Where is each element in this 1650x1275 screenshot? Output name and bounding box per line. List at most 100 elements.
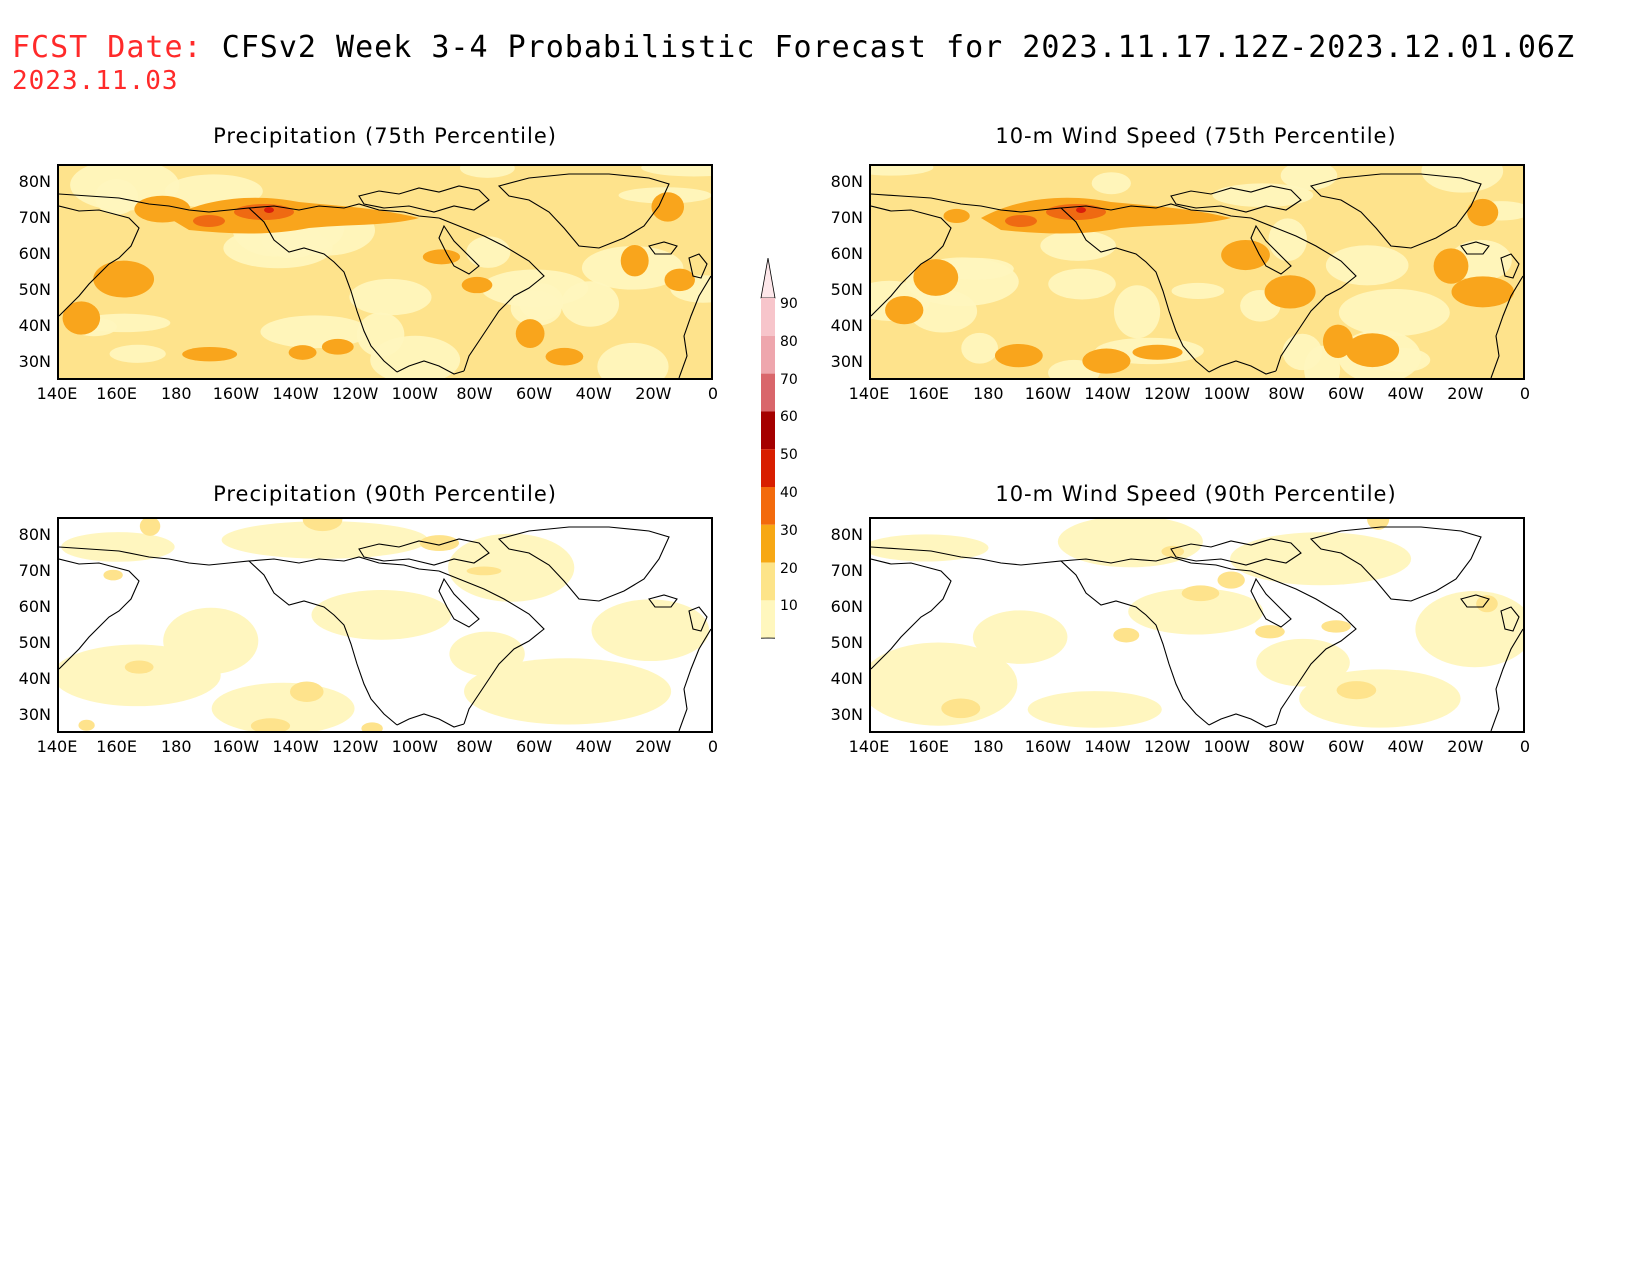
lat-label: 50N	[830, 280, 863, 299]
low-probability-patch	[1415, 591, 1523, 668]
low-probability-patch	[447, 533, 575, 602]
coastline	[871, 205, 952, 317]
low-probability-patch	[597, 342, 669, 378]
low-probability-patch	[871, 166, 934, 176]
lon-label: 120W	[1143, 737, 1191, 756]
moderate-probability-patch	[124, 660, 154, 674]
moderate-probability-patch	[466, 566, 502, 576]
lon-label: 140E	[848, 384, 890, 403]
moderate-probability-patch	[1255, 625, 1285, 639]
low-probability-patch	[1256, 638, 1350, 687]
panel-title-wind-90: 10-m Wind Speed (90th Percentile)	[995, 482, 1397, 506]
coastline	[1490, 628, 1523, 731]
low-probability-patch	[1128, 588, 1264, 635]
lon-label: 140E	[36, 737, 78, 756]
moderate-probability-patch	[139, 519, 161, 536]
lon-label: 140W	[1084, 737, 1131, 756]
high-probability-patch	[182, 346, 238, 362]
lon-label: 160E	[908, 737, 949, 756]
colorbar-level-label: 10	[780, 598, 798, 615]
colorbar-level-label: 50	[780, 447, 798, 464]
colorbar-segment	[761, 411, 775, 450]
lat-label: 60N	[18, 244, 51, 263]
low-probability-patch	[349, 278, 432, 316]
colorbar	[760, 258, 776, 639]
high-probability-patch	[422, 249, 461, 265]
moderate-probability-patch	[1217, 571, 1245, 589]
lat-label: 60N	[830, 244, 863, 263]
high-probability-patch	[134, 195, 191, 223]
low-probability-patch	[591, 599, 710, 662]
lon-label: 40W	[1387, 384, 1424, 403]
low-probability-patch	[1338, 288, 1450, 337]
lon-label: 160W	[1024, 384, 1072, 403]
coastline	[1250, 577, 1292, 628]
lon-label: 120W	[1143, 384, 1191, 403]
high-probability-patch	[1221, 239, 1270, 271]
coastline	[248, 203, 440, 219]
coastline	[1020, 207, 1210, 373]
lon-label: 100W	[391, 737, 438, 756]
moderate-probability-patch	[419, 535, 460, 552]
high-probability-patch	[1264, 275, 1316, 309]
moderate-probability-patch	[1336, 681, 1377, 700]
lon-label: 20W	[1447, 384, 1484, 403]
panel-title-precip-90: Precipitation (90th Percentile)	[213, 482, 557, 506]
panel-title-wind-75: 10-m Wind Speed (75th Percentile)	[995, 124, 1397, 148]
high-probability-patch	[1467, 198, 1499, 227]
low-probability-patch	[961, 332, 999, 364]
lon-label: 120W	[331, 384, 379, 403]
lon-label: 160W	[212, 737, 260, 756]
coastline	[396, 360, 465, 375]
colorbar-level-label: 30	[780, 522, 798, 539]
lon-label: 160E	[908, 384, 949, 403]
lat-label: 50N	[18, 280, 51, 299]
moderate-probability-patch	[1476, 595, 1498, 613]
low-probability-patch	[972, 610, 1068, 664]
coastline	[871, 558, 952, 670]
low-probability-patch	[1171, 282, 1225, 300]
colorbar-level-label: 90	[780, 296, 798, 312]
lat-label: 40N	[18, 316, 51, 335]
lat-label: 60N	[830, 597, 863, 616]
low-probability-patch	[1280, 166, 1338, 190]
lon-label: 40W	[575, 737, 612, 756]
lon-label: 80W	[456, 737, 493, 756]
high-probability-patch	[885, 295, 924, 325]
moderate-probability-patch	[1321, 620, 1351, 633]
moderate-probability-patch	[250, 718, 291, 731]
lon-label: 140W	[1084, 384, 1131, 403]
lon-label: 20W	[1447, 737, 1484, 756]
lon-label: 60W	[1327, 384, 1365, 403]
fcst-date-label: FCST Date:	[12, 30, 203, 65]
low-probability-patch	[464, 658, 672, 725]
high-probability-patch	[321, 338, 354, 355]
lat-label: 80N	[18, 172, 51, 191]
coastline	[208, 560, 398, 726]
high-probability-patch	[651, 192, 685, 222]
lon-label: 20W	[635, 737, 672, 756]
coastlines	[59, 526, 711, 731]
map-precip-75	[57, 164, 713, 380]
lon-label: 160E	[96, 737, 137, 756]
lat-label: 30N	[18, 705, 51, 724]
coastline	[1500, 253, 1520, 279]
coastline	[1309, 173, 1482, 249]
high-probability-patch	[62, 301, 101, 335]
lon-label: 160E	[96, 384, 137, 403]
colorbar-segment	[761, 562, 775, 601]
low-probability-patch	[61, 532, 175, 562]
low-probability-patch	[1268, 218, 1308, 262]
coastline	[871, 193, 1022, 213]
high-probability-patch	[1082, 348, 1131, 374]
coastline	[871, 546, 1022, 566]
lon-label: 80W	[1268, 737, 1305, 756]
coastline	[648, 241, 678, 255]
lat-label: 70N	[18, 561, 51, 580]
lon-label: 40W	[1387, 737, 1424, 756]
map-wind-90-svg	[871, 519, 1523, 731]
lon-label: 60W	[515, 384, 553, 403]
lat-label: 80N	[830, 525, 863, 544]
low-probability-patch	[871, 642, 1018, 726]
low-probability-patch	[1212, 183, 1314, 207]
